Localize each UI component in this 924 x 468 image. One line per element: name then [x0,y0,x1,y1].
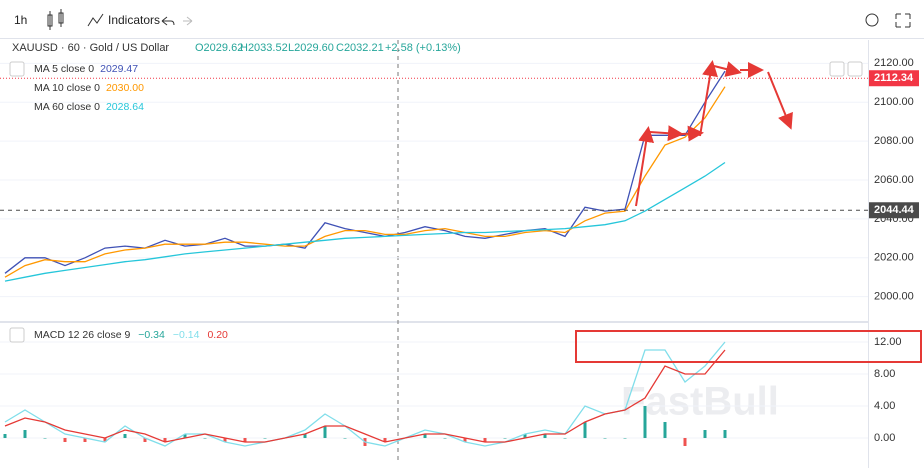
series-line [4,86,726,278]
histogram-bar [323,426,327,438]
histogram-bar [243,438,247,442]
ohlc-change: +2.58 (+0.13%) [385,42,461,54]
macd-legend-toggle[interactable] [9,327,25,343]
y-tick-label: 0.00 [874,432,895,444]
histogram-bar [503,438,507,439]
y-tick-label: 2080.00 [874,135,914,147]
ohlc-high: H2033.52 [240,42,288,54]
settings-button[interactable] [865,13,879,27]
y-tick-label: 2020.00 [874,252,914,264]
ohlc-close: C2032.21 [336,42,384,54]
legend-entry: MA 10 close 0 [34,82,100,94]
y-tick-label: 12.00 [874,336,902,348]
histogram-bar [23,430,27,438]
legend-value: 2030.00 [106,82,144,94]
histogram-bar [203,438,207,439]
undo-button[interactable] [161,16,175,26]
y-tick-label: 2120.00 [874,57,914,69]
histogram-bar [623,438,627,439]
histogram-bar [3,434,7,438]
candle-icon[interactable] [47,9,64,30]
histogram-bar [103,438,107,442]
histogram-bar [703,430,707,438]
price-label: 2112.34 [874,72,914,84]
y-tick-label: 2100.00 [874,96,914,108]
histogram-bar [63,438,67,442]
histogram-bar [483,438,487,442]
histogram-bar [683,438,687,446]
indicators-button[interactable]: Indicators [108,13,160,27]
histogram-bar [663,422,667,438]
histogram-bar [163,438,167,442]
price-label-box [869,202,919,219]
redo-button[interactable] [183,16,193,26]
histogram-bar [423,434,427,438]
annotations [575,60,922,363]
y-tick-label: 2060.00 [874,174,914,186]
histogram-bar [263,438,267,439]
histogram-bar [303,434,307,438]
histogram-bar [183,434,187,438]
symbol-title: XAUUSD · 60 · Gold / US Dollar [12,42,169,54]
series-line [4,349,726,443]
histogram-bar [463,438,467,442]
macd-legend-value: 0.20 [207,329,228,341]
histogram-bar [563,438,567,439]
macd-title: MACD 12 26 close 9 [34,329,130,341]
scroll-down-button[interactable] [829,61,845,77]
watermark: FastBull [621,380,779,424]
histogram-bar [643,406,647,438]
histogram-bar [583,422,587,438]
macd-legend-value: −0.14 [173,329,200,341]
interval-button[interactable]: 1h [14,13,27,27]
legend-toggle[interactable] [9,61,25,77]
price-label: 2044.44 [874,204,915,216]
legend-entry: MA 5 close 0 [34,63,94,75]
histogram-bar [223,438,227,442]
histogram-bar [43,438,47,439]
legend-value: 2029.47 [100,63,138,75]
histogram-bar [383,438,387,442]
indicators-icon[interactable] [87,13,104,27]
y-tick-label: 4.00 [874,400,895,412]
y-tick-label: 2000.00 [874,291,914,303]
ohlc-low: L2029.60 [288,42,334,54]
histogram-bar [523,434,527,438]
macd-legend-value: −0.34 [138,329,165,341]
series-line [4,70,726,274]
y-tick-label: 8.00 [874,368,895,380]
histogram-bar [83,438,87,442]
restore-button[interactable] [847,61,863,77]
histogram-bar [343,438,347,439]
histogram-bar [443,438,447,439]
ohlc-open: O2029.62 [195,42,243,54]
series-line [4,161,726,282]
histogram-bar [543,434,547,438]
histogram-bar [123,434,127,438]
legend-entry: MA 60 close 0 [34,101,100,113]
histogram-bar [603,438,607,439]
price-label-box [869,70,919,87]
fullscreen-button[interactable] [895,13,911,28]
histogram-bar [723,430,727,438]
legend-value: 2028.64 [106,101,144,113]
histogram-bar [143,438,147,442]
